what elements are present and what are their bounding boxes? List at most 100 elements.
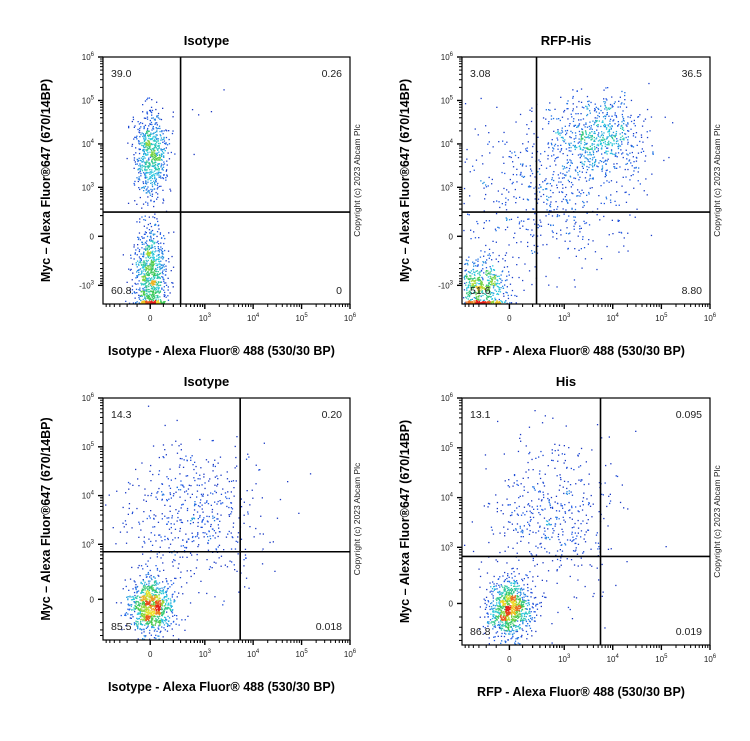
event-point [485, 285, 487, 288]
event-point [163, 294, 165, 296]
event-point [153, 157, 156, 159]
event-point [162, 265, 164, 267]
event-point [561, 191, 563, 193]
event-point [136, 507, 138, 510]
event-point [141, 546, 144, 548]
event-point [592, 153, 595, 156]
event-point [145, 257, 147, 259]
event-point [161, 494, 163, 496]
event-point [135, 588, 137, 591]
event-point [141, 583, 143, 585]
panel-title: Isotype [184, 374, 230, 389]
event-point [556, 137, 558, 139]
event-point [496, 300, 498, 302]
event-point [146, 111, 148, 113]
event-point [185, 546, 188, 549]
event-point [553, 179, 555, 182]
event-point [155, 158, 157, 160]
event-point [506, 275, 508, 277]
event-point [151, 169, 153, 171]
event-point [162, 562, 164, 564]
event-point [160, 592, 162, 595]
event-point [625, 106, 628, 108]
event-point [193, 509, 196, 511]
event-point [152, 283, 155, 286]
event-point [174, 528, 177, 530]
event-point [153, 297, 155, 300]
event-point [162, 257, 165, 259]
event-point [159, 118, 161, 120]
event-point [166, 164, 168, 166]
event-point [138, 521, 140, 523]
event-point [226, 478, 229, 480]
event-point [152, 612, 155, 615]
event-point [509, 283, 512, 285]
event-point [470, 291, 472, 294]
event-point [157, 127, 159, 129]
event-point [547, 143, 549, 145]
event-point [139, 179, 141, 181]
event-point [617, 121, 619, 123]
event-point [488, 292, 490, 295]
event-point [156, 164, 159, 166]
event-point [512, 173, 514, 176]
event-point [143, 594, 145, 596]
event-point [565, 142, 567, 144]
event-point [142, 142, 144, 144]
event-point [158, 261, 161, 263]
event-point [157, 599, 159, 601]
event-point [141, 241, 143, 244]
event-point [464, 103, 467, 105]
event-point [172, 615, 174, 617]
event-point [153, 143, 155, 145]
event-point [503, 187, 505, 190]
event-point [634, 136, 637, 138]
event-point [148, 301, 150, 303]
event-point [554, 160, 556, 162]
event-point [170, 526, 172, 529]
event-point [144, 542, 146, 544]
event-point [190, 520, 192, 522]
event-point [148, 274, 150, 277]
event-point [625, 136, 627, 139]
event-point [625, 124, 627, 126]
event-point [146, 595, 148, 597]
event-point [589, 137, 591, 139]
event-point [479, 287, 481, 289]
event-point [162, 278, 164, 280]
event-point [579, 153, 581, 155]
event-point [144, 587, 146, 589]
event-point [150, 577, 152, 579]
event-point [156, 241, 158, 244]
event-point [606, 147, 608, 149]
event-point [145, 599, 147, 601]
event-point [214, 476, 216, 478]
event-point [201, 495, 203, 497]
event-point [156, 134, 158, 136]
event-point [157, 290, 159, 292]
event-point [161, 248, 163, 250]
event-point [163, 130, 165, 132]
event-point [473, 302, 475, 304]
event-point [147, 281, 149, 283]
event-point [494, 283, 496, 285]
event-point [536, 252, 539, 254]
event-point [145, 611, 147, 613]
event-point [573, 279, 576, 281]
event-point [505, 300, 507, 302]
event-point [136, 597, 138, 599]
event-point [562, 198, 565, 200]
event-point [160, 154, 162, 156]
event-point [157, 281, 159, 283]
event-point [572, 144, 574, 147]
event-point [156, 287, 158, 289]
event-point [476, 278, 479, 280]
event-point [163, 624, 166, 626]
event-point [589, 131, 591, 134]
event-point [259, 533, 261, 535]
event-point [144, 269, 146, 271]
event-point [584, 177, 587, 179]
event-point [166, 599, 168, 602]
event-point [585, 123, 587, 125]
event-point [581, 165, 584, 168]
